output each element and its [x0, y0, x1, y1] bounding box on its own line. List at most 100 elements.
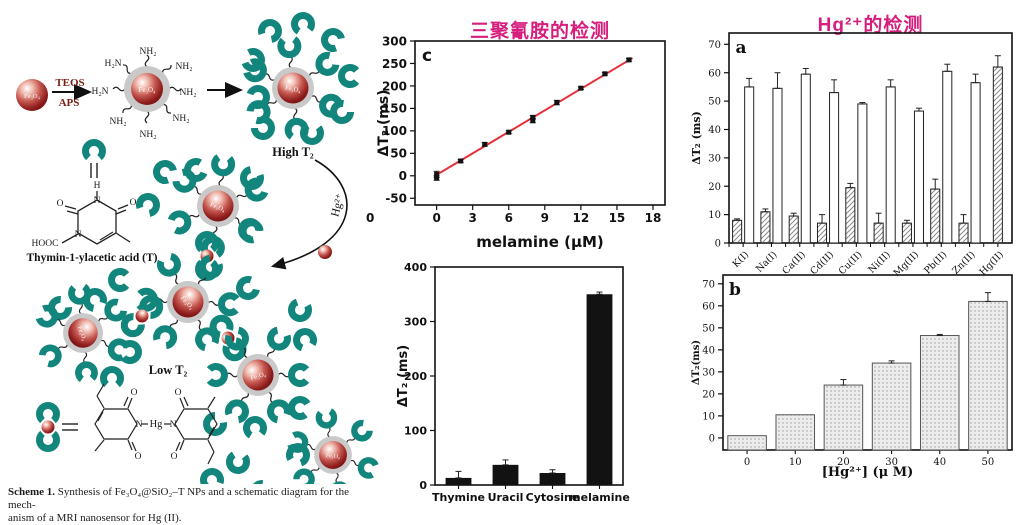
tick-label: 20	[837, 457, 850, 468]
bar	[800, 73, 811, 244]
tick-label: 0	[399, 169, 407, 183]
panel-label: c	[422, 46, 432, 66]
chart-canvas: 0 10 20 30 40 50 60 70 0 10 20 30 40 50 b [Hg²⁺] (μ M) Δ…	[691, 274, 1013, 480]
tick-label: Uracil	[488, 491, 524, 504]
tick-label: 50	[390, 147, 407, 161]
atom-o: O	[130, 198, 137, 208]
tick-label: 50	[708, 97, 721, 108]
tick-label: 70	[702, 279, 715, 290]
tick-label: 40	[702, 345, 715, 356]
axis-frame	[722, 274, 1013, 451]
tick-label: 10	[789, 457, 802, 468]
atom-o: O	[175, 388, 182, 398]
tick-label: 3	[469, 211, 477, 225]
y-axis-label: ΔT₂ (ms)	[690, 111, 703, 165]
tick-label: 15	[609, 211, 626, 225]
tick-label: 60	[708, 68, 721, 79]
hg-ion-label: Hg²⁺	[329, 192, 347, 218]
coated-core-label: Fe₃O₄	[139, 86, 156, 94]
tick-label: melamine	[569, 491, 630, 504]
tick-label: 10	[702, 411, 715, 422]
tick-label: 0	[432, 211, 440, 225]
axis-frame	[414, 40, 666, 206]
bar	[970, 82, 981, 244]
nh2-label: NH₂	[175, 62, 192, 72]
nh2-label: NH₂	[139, 47, 156, 57]
tick-label: 250	[382, 57, 407, 71]
x-axis-label: [Hg²⁺] (μ M)	[822, 465, 914, 480]
atom-n: N	[136, 420, 143, 430]
bar	[958, 222, 969, 244]
tick-label: 20	[702, 389, 715, 400]
bar	[845, 187, 856, 244]
tick-label: 100	[382, 124, 407, 138]
teos-label: TEOS	[55, 77, 84, 89]
melamine-calibration-plot: -50 0 50 100 150 200 250 300 0 3 6 9 12 15 18 c melamine…	[375, 0, 690, 255]
bar	[901, 222, 912, 244]
low-t2-label: Low T₂	[149, 363, 188, 377]
hooc-label: HOOC	[32, 239, 59, 249]
bar	[829, 92, 840, 244]
data-point	[578, 85, 584, 91]
aps-label: APS	[59, 97, 80, 109]
panel-label: a	[735, 38, 746, 58]
bar	[760, 211, 771, 244]
synthesis-scheme-diagram: Fe₃O₄ Fe₃O₄ TEOS APS Fe₃O₄ NH	[16, 0, 380, 484]
tick-label: 0	[709, 433, 715, 444]
bar	[586, 294, 613, 485]
caption-line2: anism of a MRI nanosensor for Hg (II).	[8, 512, 182, 524]
y-axis-label: ΔT₂ (ms)	[396, 345, 411, 407]
hg-concentration-bar-chart: 0 10 20 30 40 50 60 70 0 10 20 30 40 50 b [Hg²⁺] (μ M) Δ…	[690, 262, 1024, 518]
chart-canvas: 0 100 200 300 400 Thymine Uracil Cytosinemelami…	[396, 261, 630, 504]
data-point	[458, 158, 464, 164]
bar	[816, 222, 828, 244]
hg-ion-selectivity-bar-chart: 0 10 20 30 40 50 60 70 K(I) Na(I) Ca(II) Cd(II) Cu(I…	[690, 0, 1024, 279]
data-point	[530, 118, 536, 124]
bar	[930, 188, 941, 244]
bar	[968, 300, 1008, 451]
bar	[823, 384, 864, 451]
high-t2-label: High T₂	[272, 145, 314, 159]
h2n-label: H₂N	[104, 59, 121, 69]
bar	[492, 464, 519, 485]
bar	[772, 87, 783, 244]
bar	[913, 110, 925, 244]
tick-label: 0	[419, 479, 427, 492]
data-point	[602, 71, 608, 77]
tick-label: 6	[505, 211, 513, 225]
melamine-detection-title: 三聚氰胺的检测	[469, 21, 610, 42]
t-functionalized-nanoparticle: High T₂	[236, 14, 356, 159]
data-point	[482, 141, 488, 147]
data-point	[434, 171, 440, 177]
nh2-label: NH₂	[139, 130, 156, 140]
tick-label: 300	[404, 315, 427, 328]
tick-label: 100	[404, 424, 427, 437]
tick-label: 30	[885, 457, 898, 468]
tick-label: 30	[708, 153, 721, 164]
tick-label: 50	[982, 457, 995, 468]
hg-ion-sphere	[318, 245, 332, 259]
tick-label: 70	[708, 40, 721, 51]
tick-label: 200	[404, 370, 427, 383]
tick-label: 40	[708, 125, 721, 136]
stray-axis-zero: 0	[366, 211, 375, 225]
amine-coated-nanoparticle: Fe₃O₄ NH₂ H₂N NH₂ H₂N NH₂ NH₂ NH₂ NH₂	[91, 47, 196, 140]
tick-label: 150	[382, 102, 407, 116]
tick-label: 400	[404, 261, 427, 274]
t-hg-t-structure: N Hg N O O O O	[94, 383, 218, 465]
bar	[992, 66, 1003, 244]
caption-label: Scheme 1.	[8, 486, 56, 498]
tick-label: 18	[645, 211, 662, 225]
teos-aps-arrow: TEOS APS	[52, 77, 92, 109]
bar	[775, 414, 816, 451]
scheme-caption: Scheme 1. Synthesis of Fe₃O₄@SiO₂–T NPs …	[8, 486, 356, 525]
nh2-label: NH₂	[179, 88, 196, 98]
bar	[873, 222, 884, 244]
data-point	[530, 114, 536, 120]
data-point	[626, 57, 632, 63]
caption-line1: Synthesis of Fe₃O₄@SiO₂–T NPs and a sche…	[8, 486, 349, 511]
tick-label: 10	[708, 210, 721, 221]
hg-detection-title: Hg²⁺的检测	[817, 15, 924, 36]
